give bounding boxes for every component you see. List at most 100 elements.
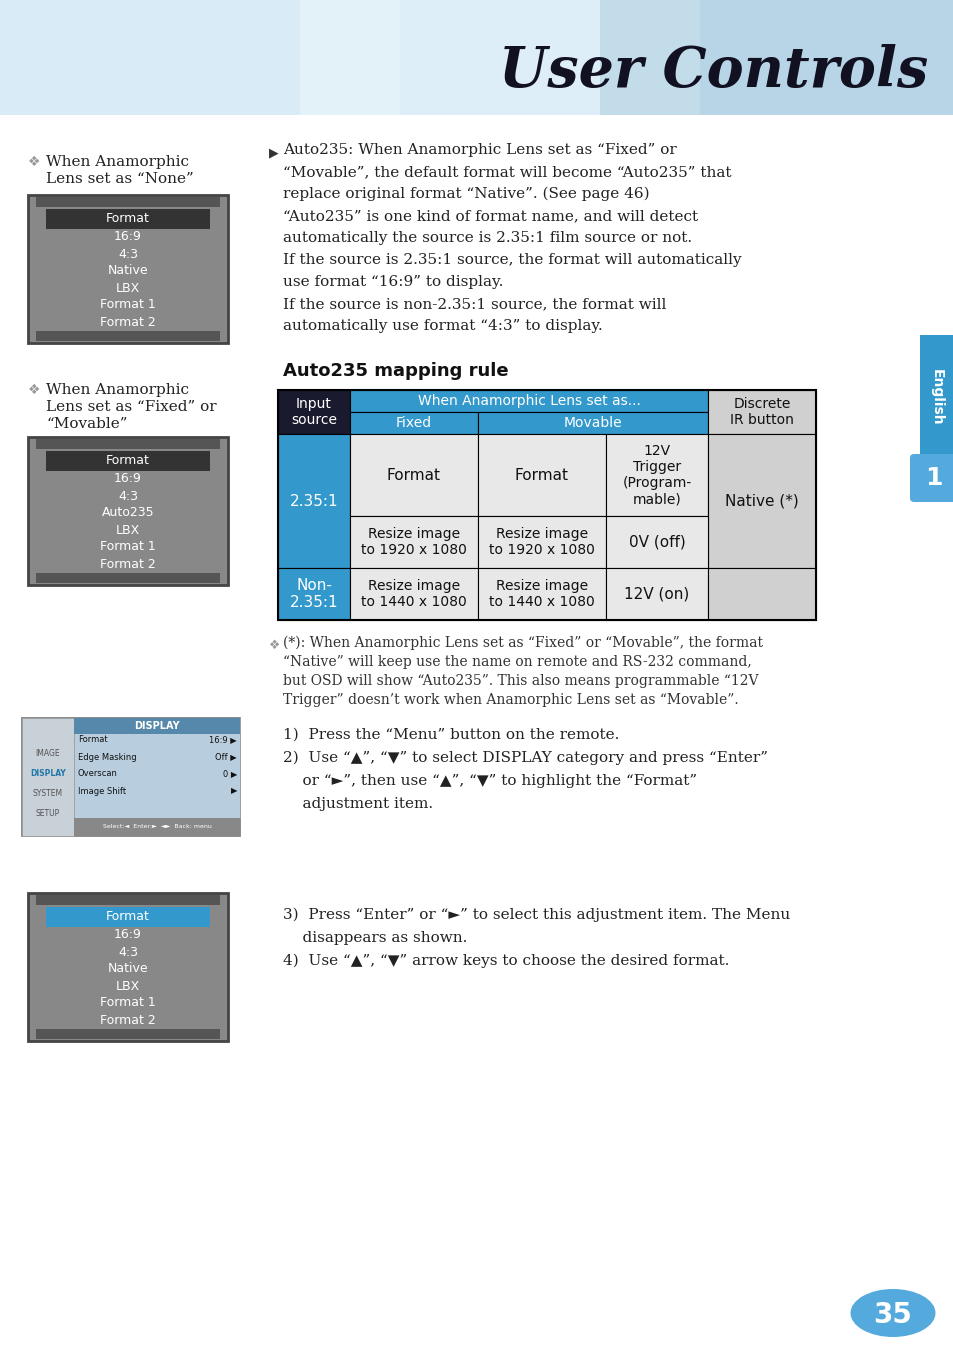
Text: 3)  Press “Enter” or “►” to select this adjustment item. The Menu: 3) Press “Enter” or “►” to select this a…: [283, 909, 789, 922]
Bar: [0, 0, 953, 115]
Text: 4)  Use “▲”, “▼” arrow keys to choose the desired format.: 4) Use “▲”, “▼” arrow keys to choose the…: [283, 955, 729, 968]
Text: Auto235: Auto235: [102, 506, 154, 520]
Text: SYSTEM: SYSTEM: [33, 788, 63, 798]
Text: LBX: LBX: [115, 979, 140, 992]
Text: When Anamorphic: When Anamorphic: [46, 383, 189, 397]
Text: Format 2: Format 2: [100, 315, 155, 329]
Bar: [919, 334, 953, 460]
Text: ▶: ▶: [269, 146, 278, 158]
Text: Format 2: Format 2: [100, 558, 155, 570]
Ellipse shape: [850, 1289, 935, 1336]
Text: replace original format “Native”. (See page 46): replace original format “Native”. (See p…: [283, 187, 649, 202]
Bar: [707, 390, 815, 435]
Bar: [477, 435, 605, 516]
Bar: [28, 894, 228, 1041]
Bar: [74, 818, 240, 835]
Text: Non-
2.35:1: Non- 2.35:1: [290, 578, 338, 611]
FancyBboxPatch shape: [909, 454, 953, 502]
Bar: [277, 435, 350, 567]
Text: Lens set as “None”: Lens set as “None”: [46, 172, 193, 185]
Text: disappears as shown.: disappears as shown.: [283, 932, 467, 945]
Text: 4:3: 4:3: [118, 490, 138, 502]
Text: 4:3: 4:3: [118, 945, 138, 959]
Bar: [350, 412, 477, 435]
Text: Format 2: Format 2: [100, 1014, 155, 1026]
Text: Input
source: Input source: [291, 397, 336, 427]
Text: Movable: Movable: [563, 416, 621, 431]
Bar: [605, 567, 707, 620]
Text: English: English: [929, 368, 943, 425]
Text: ❖: ❖: [269, 639, 280, 653]
Bar: [477, 412, 707, 435]
Bar: [46, 451, 210, 471]
Text: 0 ▶: 0 ▶: [222, 769, 236, 779]
Bar: [707, 435, 815, 567]
Bar: [277, 567, 350, 620]
Text: 16:9: 16:9: [114, 473, 142, 486]
Text: “Movable”, the default format will become “Auto235” that: “Movable”, the default format will becom…: [283, 165, 731, 179]
Bar: [350, 435, 477, 516]
Bar: [22, 718, 74, 835]
Bar: [46, 907, 210, 927]
Bar: [22, 718, 240, 835]
Text: but OSD will show “Auto235”. This also means programmable “12V: but OSD will show “Auto235”. This also m…: [283, 674, 758, 688]
Text: Native: Native: [108, 963, 148, 975]
Text: 16:9: 16:9: [114, 929, 142, 941]
Text: If the source is 2.35:1 source, the format will automatically: If the source is 2.35:1 source, the form…: [283, 253, 740, 267]
Text: automatically the source is 2.35:1 film source or not.: automatically the source is 2.35:1 film …: [283, 232, 691, 245]
Text: Image Shift: Image Shift: [78, 787, 126, 796]
Text: Select:◄  Enter:►  ◄►  Back: menu: Select:◄ Enter:► ◄► Back: menu: [103, 825, 212, 830]
Text: 12V
Trigger
(Program-
mable): 12V Trigger (Program- mable): [621, 444, 691, 506]
Text: IMAGE: IMAGE: [35, 749, 60, 757]
Text: Resize image
to 1440 x 1080: Resize image to 1440 x 1080: [361, 580, 466, 609]
Text: Format: Format: [387, 467, 440, 482]
Text: User Controls: User Controls: [498, 45, 927, 99]
Text: LBX: LBX: [115, 524, 140, 536]
Text: 1)  Press the “Menu” button on the remote.: 1) Press the “Menu” button on the remote…: [283, 728, 618, 742]
Text: Resize image
to 1440 x 1080: Resize image to 1440 x 1080: [489, 580, 595, 609]
Bar: [350, 390, 707, 412]
Text: Resize image
to 1920 x 1080: Resize image to 1920 x 1080: [489, 527, 595, 556]
Bar: [277, 390, 350, 435]
Bar: [74, 718, 240, 818]
Text: When Anamorphic Lens set as...: When Anamorphic Lens set as...: [417, 394, 639, 408]
Text: “Auto235” is one kind of format name, and will detect: “Auto235” is one kind of format name, an…: [283, 209, 698, 223]
Bar: [36, 1029, 220, 1039]
Text: automatically use format “4:3” to display.: automatically use format “4:3” to displa…: [283, 320, 602, 333]
Text: 16:9 ▶: 16:9 ▶: [209, 735, 236, 745]
Text: Format: Format: [78, 735, 108, 745]
Text: (*): When Anamorphic Lens set as “Fixed” or “Movable”, the format: (*): When Anamorphic Lens set as “Fixed”…: [283, 636, 762, 650]
Text: Fixed: Fixed: [395, 416, 432, 431]
Text: Format: Format: [515, 467, 568, 482]
Text: Format 1: Format 1: [100, 997, 155, 1010]
Bar: [28, 437, 228, 585]
Text: DISPLAY: DISPLAY: [30, 769, 66, 777]
Text: use format “16:9” to display.: use format “16:9” to display.: [283, 275, 503, 288]
Text: ❖: ❖: [28, 154, 40, 169]
Text: Format 1: Format 1: [100, 298, 155, 311]
Text: Auto235 mapping rule: Auto235 mapping rule: [283, 362, 508, 380]
Text: SETUP: SETUP: [36, 808, 60, 818]
Text: Native: Native: [108, 264, 148, 278]
Bar: [277, 390, 815, 620]
Text: Format: Format: [106, 213, 150, 226]
Text: 2.35:1: 2.35:1: [290, 493, 338, 509]
Bar: [36, 895, 220, 904]
Text: LBX: LBX: [115, 282, 140, 295]
Bar: [350, 567, 477, 620]
Text: Format: Format: [106, 455, 150, 467]
Text: 0V (off): 0V (off): [628, 535, 684, 550]
Text: 35: 35: [873, 1301, 911, 1330]
Bar: [36, 196, 220, 207]
Text: 2)  Use “▲”, “▼” to select DISPLAY category and press “Enter”: 2) Use “▲”, “▼” to select DISPLAY catego…: [283, 751, 767, 765]
Text: When Anamorphic: When Anamorphic: [46, 154, 189, 169]
Text: 4:3: 4:3: [118, 248, 138, 260]
Text: adjustment item.: adjustment item.: [283, 798, 433, 811]
Bar: [36, 439, 220, 450]
Text: Lens set as “Fixed” or: Lens set as “Fixed” or: [46, 399, 216, 414]
Text: Format 1: Format 1: [100, 540, 155, 554]
Text: “Native” will keep use the name on remote and RS-232 command,: “Native” will keep use the name on remot…: [283, 655, 751, 669]
Text: 16:9: 16:9: [114, 230, 142, 244]
Text: Edge Masking: Edge Masking: [78, 753, 136, 761]
Text: Overscan: Overscan: [78, 769, 118, 779]
